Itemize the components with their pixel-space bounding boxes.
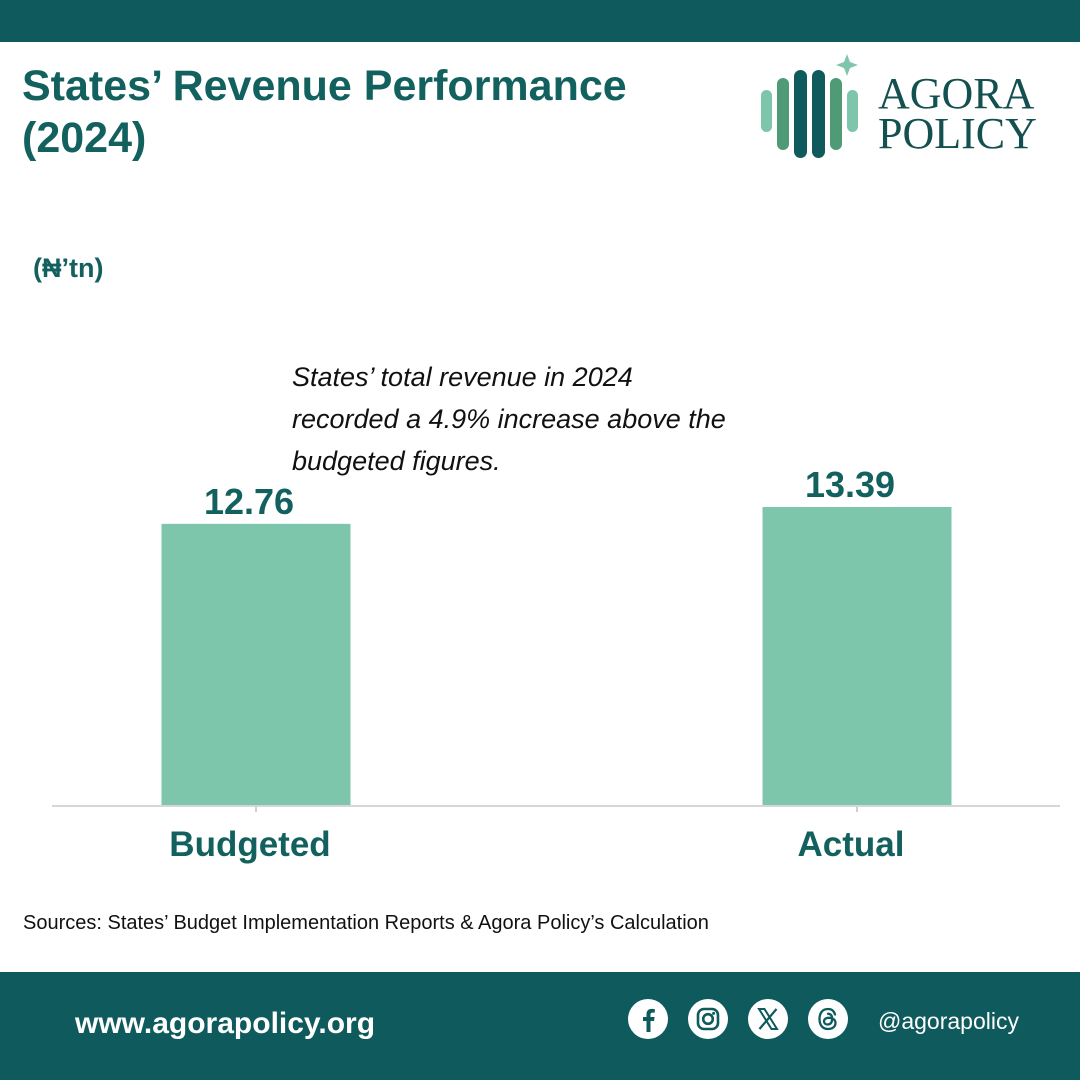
facebook-icon[interactable] bbox=[627, 998, 669, 1040]
logo-line-2: POLICY bbox=[878, 109, 1037, 158]
threads-icon[interactable] bbox=[807, 998, 849, 1040]
instagram-icon[interactable] bbox=[687, 998, 729, 1040]
annotation-line-1: States’ total revenue in 2024 bbox=[292, 362, 633, 392]
title-line-1: States’ Revenue Performance bbox=[22, 62, 627, 110]
bar-actual bbox=[762, 507, 952, 806]
bar-budgeted bbox=[161, 523, 351, 806]
logo-wordmark: AGORA POLICY bbox=[878, 69, 1037, 158]
annotation-line-2: recorded a 4.9% increase above the bbox=[292, 404, 726, 434]
social-handle[interactable]: @agorapolicy bbox=[878, 1008, 1019, 1034]
bar-chart: 12.76 Budgeted 13.39 Actual bbox=[52, 464, 1060, 864]
data-label-actual: 13.39 bbox=[805, 464, 895, 505]
footer: www.agorapolicy.org @agorapolicy bbox=[0, 972, 1080, 1080]
sources-note: Sources: States’ Budget Implementation R… bbox=[23, 912, 709, 934]
x-icon[interactable] bbox=[747, 998, 789, 1040]
annotation: States’ total revenue in 2024 recorded a… bbox=[292, 356, 812, 482]
unit-label: (₦’tn) bbox=[33, 253, 104, 283]
title-line-2: (2024) bbox=[22, 114, 147, 162]
website-link[interactable]: www.agorapolicy.org bbox=[75, 1007, 376, 1040]
top-bar bbox=[0, 0, 1080, 42]
annotation-line-3: budgeted figures. bbox=[292, 446, 501, 476]
agora-policy-logo: AGORA POLICY bbox=[755, 52, 1075, 167]
logo-mark-icon bbox=[761, 54, 858, 158]
logo-line-1: AGORA bbox=[878, 69, 1035, 118]
data-label-budgeted: 12.76 bbox=[204, 481, 294, 522]
x-tick-label-budgeted: Budgeted bbox=[169, 825, 330, 864]
page-title: States’ Revenue Performance (2024) bbox=[22, 60, 722, 164]
x-tick-label-actual: Actual bbox=[798, 825, 905, 864]
